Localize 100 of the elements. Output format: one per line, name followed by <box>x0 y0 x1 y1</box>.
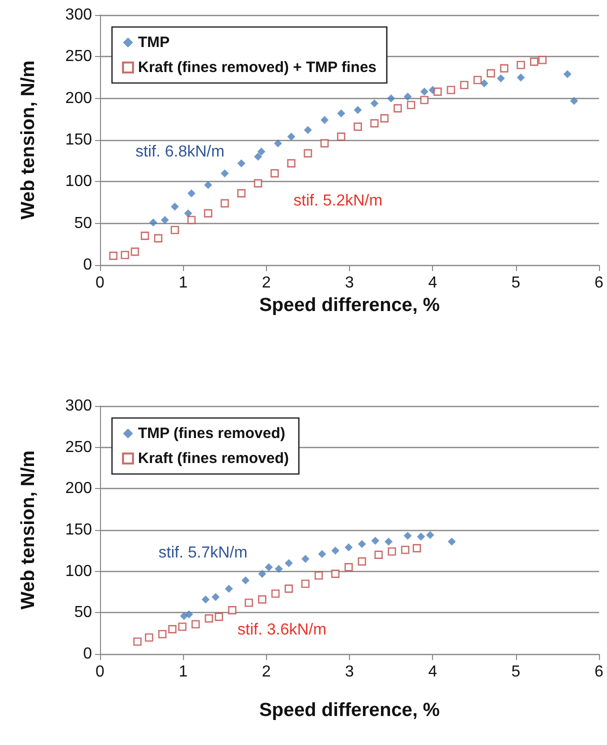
point <box>318 550 326 558</box>
point <box>258 570 266 578</box>
point <box>274 564 283 573</box>
point <box>133 637 142 646</box>
y-tick-label: 50 <box>74 214 92 232</box>
point <box>354 122 362 131</box>
point <box>371 536 380 545</box>
point <box>314 571 323 580</box>
point <box>480 79 488 88</box>
point <box>271 590 280 598</box>
y-axis-title: Web tension, N/m <box>18 60 39 220</box>
point <box>191 620 200 628</box>
point <box>158 630 167 638</box>
y-tick-label: 200 <box>65 480 92 498</box>
legend-label: TMP <box>138 34 170 51</box>
x-axis-title: Speed difference, % <box>259 700 440 721</box>
point <box>214 612 224 621</box>
point <box>264 563 273 572</box>
y-tick-label: 300 <box>65 398 92 414</box>
point <box>244 598 254 607</box>
y-tick-label: 250 <box>65 438 92 456</box>
point <box>344 563 353 572</box>
point <box>320 139 329 148</box>
point <box>337 132 346 141</box>
point <box>270 169 279 178</box>
point <box>516 60 525 70</box>
y-tick-label: 0 <box>83 646 92 662</box>
point <box>358 540 366 548</box>
point <box>287 132 296 141</box>
point <box>258 595 266 604</box>
point <box>220 169 229 178</box>
point <box>304 149 312 158</box>
point <box>420 88 428 96</box>
point <box>187 189 196 198</box>
point <box>149 218 158 226</box>
point <box>170 202 179 211</box>
point <box>160 216 169 224</box>
point <box>140 232 150 240</box>
x-tick-label: 0 <box>96 664 105 680</box>
point <box>388 547 396 556</box>
annotation: stif. 5.7kN/m <box>158 544 248 562</box>
point <box>404 532 412 540</box>
point <box>406 100 416 110</box>
point <box>178 622 186 631</box>
point <box>380 114 389 122</box>
x-tick-label: 3 <box>345 664 354 680</box>
point <box>184 209 192 218</box>
y-tick-label: 0 <box>83 256 92 274</box>
point <box>516 74 525 82</box>
point <box>500 64 508 72</box>
annotation: stif. 6.8kN/m <box>136 144 224 160</box>
point <box>370 99 378 108</box>
point <box>473 76 482 84</box>
y-tick-label: 50 <box>74 604 92 622</box>
y-tick-label: 250 <box>65 48 92 66</box>
point <box>224 584 233 593</box>
x-tick-label: 4 <box>428 664 438 680</box>
point <box>284 559 293 568</box>
point <box>168 625 177 634</box>
x-tick-label: 5 <box>511 664 520 680</box>
point <box>337 109 346 118</box>
x-tick-label: 1 <box>178 274 188 292</box>
y-axis-title: Web tension, N/m <box>18 450 39 610</box>
annotation: stif. 3.6kN/m <box>238 622 326 638</box>
y-tick-label: 300 <box>65 6 92 24</box>
point <box>187 216 196 224</box>
point <box>120 250 130 260</box>
legend-label: TMP (fines removed) <box>138 425 286 442</box>
point <box>496 74 505 82</box>
point <box>204 614 214 623</box>
point <box>401 546 410 554</box>
point <box>420 96 428 104</box>
point <box>257 148 266 156</box>
point <box>434 88 442 96</box>
point <box>274 139 282 148</box>
point <box>426 530 434 539</box>
point <box>417 532 426 541</box>
y-tick-label: 100 <box>65 173 92 190</box>
point <box>212 592 220 601</box>
x-tick-label: 0 <box>96 274 105 292</box>
x-tick-label: 3 <box>345 274 354 292</box>
point <box>384 538 393 546</box>
point <box>530 58 538 66</box>
point <box>242 576 250 584</box>
y-tick-label: 100 <box>65 562 92 580</box>
point <box>220 199 229 208</box>
y-tick-label: 200 <box>65 90 92 107</box>
x-tick-label: 5 <box>511 274 520 292</box>
point <box>354 106 362 114</box>
point <box>460 80 468 90</box>
point <box>344 543 353 552</box>
point <box>202 595 210 604</box>
point <box>254 179 262 188</box>
point <box>446 86 456 94</box>
y-tick-label: 150 <box>65 132 92 148</box>
x-tick-label: 1 <box>178 664 188 680</box>
point <box>358 557 366 566</box>
y-tick-label: 150 <box>65 522 92 538</box>
point <box>538 56 547 64</box>
point <box>284 584 293 593</box>
